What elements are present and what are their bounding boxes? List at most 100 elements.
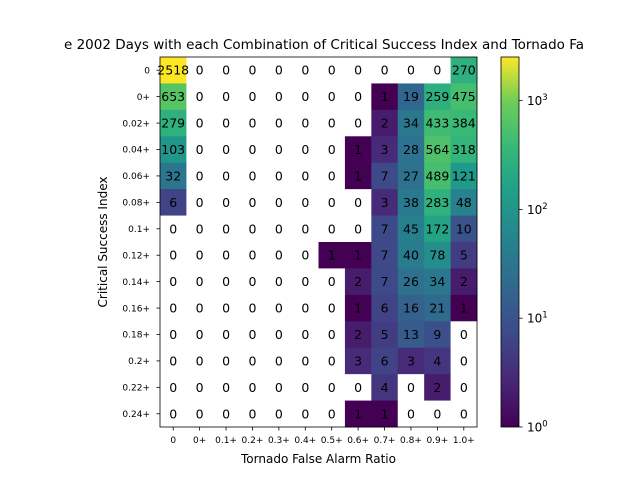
heatmap-cell-value: 1 xyxy=(328,248,336,263)
heatmap-cell xyxy=(239,294,267,322)
heatmap-cell-value: 0 xyxy=(407,63,415,78)
heatmap-cell xyxy=(397,136,425,164)
y-tick-label: 0.1+ xyxy=(128,225,150,235)
heatmap-cell xyxy=(371,57,399,84)
heatmap-cell-value: 0 xyxy=(222,221,230,236)
heatmap-cell-value: 0 xyxy=(222,168,230,183)
heatmap-cell-value: 0 xyxy=(222,248,230,263)
heatmap-cell-value: 0 xyxy=(196,248,204,263)
heatmap-cell-value: 6 xyxy=(381,353,389,368)
heatmap-cell-value: 0 xyxy=(169,380,177,395)
heatmap-cell xyxy=(160,400,187,428)
heatmap-cell-value: 384 xyxy=(452,116,476,131)
heatmap-cell-value: 0 xyxy=(275,221,283,236)
heatmap-cell xyxy=(318,294,346,322)
heatmap-cell xyxy=(318,400,346,428)
heatmap-cell xyxy=(265,109,293,137)
heatmap-cell xyxy=(186,268,214,296)
heatmap-cell-value: 1 xyxy=(354,168,362,183)
heatmap-cell-value: 0 xyxy=(222,89,230,104)
heatmap-cell xyxy=(424,189,451,216)
plot-frame xyxy=(159,56,478,428)
heatmap-cell-value: 0 xyxy=(196,89,204,104)
heatmap-cell-value: 0 xyxy=(248,142,256,157)
heatmap-cell xyxy=(186,162,214,190)
heatmap-cell xyxy=(212,83,240,111)
heatmap-cell-value: 0 xyxy=(301,406,309,421)
y-tick-label: 0.24+ xyxy=(122,410,150,420)
heatmap-cell-value: 283 xyxy=(425,195,449,210)
heatmap-cell-value: 0 xyxy=(248,63,256,78)
heatmap-cell xyxy=(160,136,187,164)
heatmap-cell-value: 3 xyxy=(381,142,389,157)
heatmap-cell-value: 0 xyxy=(196,195,204,210)
heatmap-cell xyxy=(160,162,187,190)
heatmap-cell xyxy=(450,347,478,375)
heatmap-cell-value: 0 xyxy=(222,406,230,421)
heatmap-cell xyxy=(292,347,319,375)
heatmap-cell xyxy=(371,374,399,401)
y-axis-label: Critical Success Index xyxy=(96,177,110,308)
heatmap-cell xyxy=(450,242,478,269)
heatmap-cell xyxy=(292,83,319,111)
heatmap-cell xyxy=(160,242,187,269)
heatmap-cell-value: 5 xyxy=(381,327,389,342)
heatmap-cell xyxy=(265,57,293,84)
heatmap-cell xyxy=(397,268,425,296)
heatmap-cell-value: 13 xyxy=(403,327,419,342)
heatmap-cell xyxy=(186,136,214,164)
heatmap-cell xyxy=(212,162,240,190)
heatmap-cell xyxy=(265,215,293,243)
y-tick-label: 0.06+ xyxy=(122,172,150,182)
heatmap-cell xyxy=(318,162,346,190)
heatmap-cell-value: 34 xyxy=(429,274,445,289)
heatmap-cell xyxy=(212,242,240,269)
heatmap-cell-value: 0 xyxy=(275,142,283,157)
heatmap-cell xyxy=(424,400,451,428)
heatmap-cell-value: 0 xyxy=(222,353,230,368)
y-tick-label: 0.22+ xyxy=(122,384,150,394)
heatmap-cell-value: 21 xyxy=(429,301,445,316)
heatmap-cell-value: 0 xyxy=(433,63,441,78)
y-tick-label: 0.14+ xyxy=(122,278,150,288)
heatmap-cell xyxy=(318,321,346,349)
heatmap-cell-value: 172 xyxy=(425,221,449,236)
heatmap-cell-value: 2 xyxy=(354,327,362,342)
heatmap-cell-value: 0 xyxy=(275,195,283,210)
heatmap-cell-value: 433 xyxy=(425,116,449,131)
heatmap-cell xyxy=(397,83,425,111)
heatmap-cell-value: 0 xyxy=(196,142,204,157)
heatmap-cell xyxy=(160,321,187,349)
heatmap-cell xyxy=(160,347,187,375)
heatmap-cell xyxy=(212,268,240,296)
y-axis-ticks: 0 0+ 0.02+ 0.04+ 0.06+ 0.08+ 0.1+ 0.12+ 0.14+ 0.1… xyxy=(122,66,160,420)
heatmap-cell-value: 7 xyxy=(381,168,389,183)
heatmap-cell xyxy=(239,374,267,401)
x-tick-label: 1.0+ xyxy=(453,436,475,446)
colorbar-tick-label: 101 xyxy=(527,311,548,326)
heatmap-cell-value: 0 xyxy=(222,195,230,210)
heatmap-cell xyxy=(318,215,346,243)
heatmap-cell-value: 0 xyxy=(169,327,177,342)
heatmap-cell xyxy=(160,294,187,322)
heatmap-cell-value: 0 xyxy=(301,142,309,157)
heatmap-cell xyxy=(186,321,214,349)
heatmap-cell xyxy=(397,294,425,322)
heatmap-cell xyxy=(371,321,399,349)
heatmap-cell xyxy=(186,242,214,269)
heatmap-cell-value: 0 xyxy=(196,380,204,395)
heatmap-cell-value: 0 xyxy=(248,301,256,316)
x-tick-label: 0.9+ xyxy=(426,436,448,446)
heatmap-cell xyxy=(239,189,267,216)
heatmap-cell xyxy=(344,321,372,349)
heatmap-cell xyxy=(424,57,451,84)
heatmap-cell-value: 0 xyxy=(248,221,256,236)
heatmap-cell xyxy=(424,242,451,269)
heatmap-cell-value: 0 xyxy=(248,406,256,421)
heatmap-cell-value: 0 xyxy=(301,116,309,131)
heatmap-cell-value: 0 xyxy=(196,327,204,342)
colorbar xyxy=(500,56,520,428)
heatmap-cell-value: 0 xyxy=(275,89,283,104)
chart-title: e 2002 Days with each Combination of Cri… xyxy=(64,37,584,53)
